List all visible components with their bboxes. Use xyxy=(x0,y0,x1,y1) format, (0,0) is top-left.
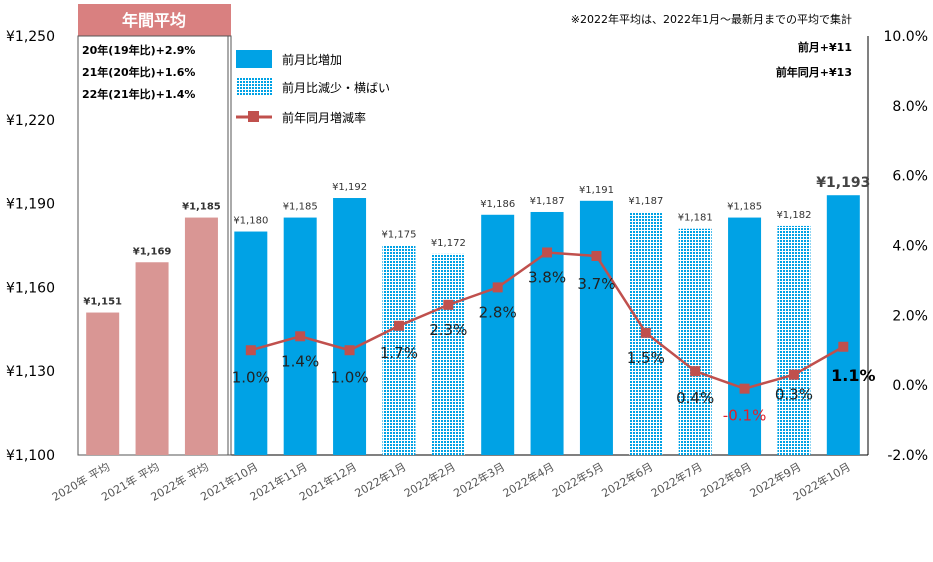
yoy-value-label: 1.1% xyxy=(831,366,875,385)
right-tick-label: 4.0% xyxy=(892,239,928,255)
yoy-value-label: 1.4% xyxy=(281,352,319,370)
yoy-marker xyxy=(393,320,404,331)
left-tick-label: ¥1,100 xyxy=(6,448,55,464)
bar-value-label: ¥1,169 xyxy=(133,246,172,257)
legend-label-yoy: 前年同月増減率 xyxy=(282,110,366,125)
annual-title: 年間平均 xyxy=(122,11,186,30)
bar-value-label: ¥1,175 xyxy=(381,230,416,241)
annual-stat-2021: 21年(20年比)+1.6% xyxy=(82,65,195,79)
right-tick-label: 6.0% xyxy=(892,169,928,185)
x-tick-label: 2022年2月 xyxy=(401,459,457,500)
legend-label-decrease: 前月比減少・横ばい xyxy=(282,80,390,95)
left-tick-label: ¥1,160 xyxy=(6,280,55,296)
yoy-marker xyxy=(838,341,849,352)
x-tick-label: 2022年4月 xyxy=(500,459,556,500)
right-tick-label: 0.0% xyxy=(892,378,928,394)
right-tick-label: -2.0% xyxy=(887,448,928,464)
yoy-marker xyxy=(492,282,503,293)
bar-value-label: ¥1,185 xyxy=(727,202,762,213)
yoy-value-label: 3.8% xyxy=(528,268,566,286)
yoy-marker xyxy=(443,299,454,310)
yoy-value-label: 3.7% xyxy=(577,275,615,293)
bar-value-label: ¥1,192 xyxy=(332,182,367,193)
bar-increase xyxy=(333,198,367,455)
left-tick-label: ¥1,190 xyxy=(6,197,55,213)
bar-annual xyxy=(184,217,218,455)
annual-header-band xyxy=(78,4,231,36)
legend-swatch-increase xyxy=(236,50,272,68)
x-tick-label: 2022年3月 xyxy=(451,459,507,500)
yoy-value-label: -0.1% xyxy=(723,407,767,425)
yoy-value-label: 1.7% xyxy=(380,344,418,362)
legend-label-increase: 前月比増加 xyxy=(282,52,342,67)
note-text: ※2022年平均は、2022年1月～最新月までの平均で集計 xyxy=(571,12,852,26)
yoy-value-label: 1.0% xyxy=(232,368,270,386)
annual-stat-2022: 22年(21年比)+1.4% xyxy=(82,87,195,101)
yoy-marker xyxy=(591,250,602,261)
bar-increase xyxy=(579,200,613,455)
yoy-marker xyxy=(640,327,651,338)
bar-increase xyxy=(234,231,268,455)
bar-value-label: ¥1,151 xyxy=(83,297,122,308)
bar-value-label: ¥1,185 xyxy=(182,202,221,213)
yoy-marker xyxy=(245,345,256,356)
bar-value-label: ¥1,180 xyxy=(233,216,268,227)
bar-value-label: ¥1,193 xyxy=(816,175,870,191)
yoy-marker xyxy=(295,331,306,342)
yoy-value-label: 0.3% xyxy=(775,386,813,404)
bar-value-label: ¥1,172 xyxy=(431,238,466,249)
bar-value-label: ¥1,181 xyxy=(678,213,713,224)
right-tick-label: 2.0% xyxy=(892,308,928,324)
yoy-marker xyxy=(739,383,750,394)
x-tick-label: 2022年1月 xyxy=(352,459,408,500)
bar-increase xyxy=(481,214,515,455)
bar-annual xyxy=(86,312,120,455)
bar-increase xyxy=(728,217,762,455)
yoy-value-label: 2.3% xyxy=(429,321,467,339)
yoy-marker xyxy=(542,247,553,258)
yoy-marker xyxy=(344,345,355,356)
bar-decrease xyxy=(678,228,712,455)
x-tick-label: 2022年8月 xyxy=(698,459,754,500)
bar-value-label: ¥1,185 xyxy=(283,202,318,213)
x-tick-label: 2022年5月 xyxy=(550,459,606,500)
right-tick-label: 10.0% xyxy=(884,29,928,45)
bar-decrease xyxy=(431,253,465,455)
bar-value-label: ¥1,187 xyxy=(628,196,663,207)
bar-annual xyxy=(135,262,169,455)
yoy-value-label: 1.5% xyxy=(627,349,665,367)
bar-value-label: ¥1,182 xyxy=(776,210,811,221)
x-tick-label: 2022年6月 xyxy=(599,459,655,500)
bar-value-label: ¥1,186 xyxy=(480,199,515,210)
left-tick-label: ¥1,130 xyxy=(6,364,55,380)
left-tick-label: ¥1,250 xyxy=(6,29,55,45)
bar-decrease xyxy=(777,225,811,455)
yoy-value-label: 1.0% xyxy=(331,368,369,386)
legend-swatch-decrease xyxy=(236,78,272,96)
legend-marker-yoy xyxy=(248,111,259,122)
yoy-value-label: 2.8% xyxy=(479,303,517,321)
yoy-marker xyxy=(690,366,701,377)
bar-decrease xyxy=(382,245,416,455)
left-tick-label: ¥1,220 xyxy=(6,113,55,129)
annual-stat-2020: 20年(19年比)+2.9% xyxy=(82,43,195,57)
bar-value-label: ¥1,187 xyxy=(530,196,565,207)
bar-value-label: ¥1,191 xyxy=(579,185,614,196)
right-tick-label: 8.0% xyxy=(892,99,928,115)
bar-increase xyxy=(826,195,860,455)
summary-yoy: 前年同月+¥13 xyxy=(776,65,852,79)
yoy-marker xyxy=(788,369,799,380)
summary-mom: 前月+¥11 xyxy=(798,40,852,54)
x-tick-label: 2022年7月 xyxy=(648,459,704,500)
yoy-value-label: 0.4% xyxy=(676,389,714,407)
